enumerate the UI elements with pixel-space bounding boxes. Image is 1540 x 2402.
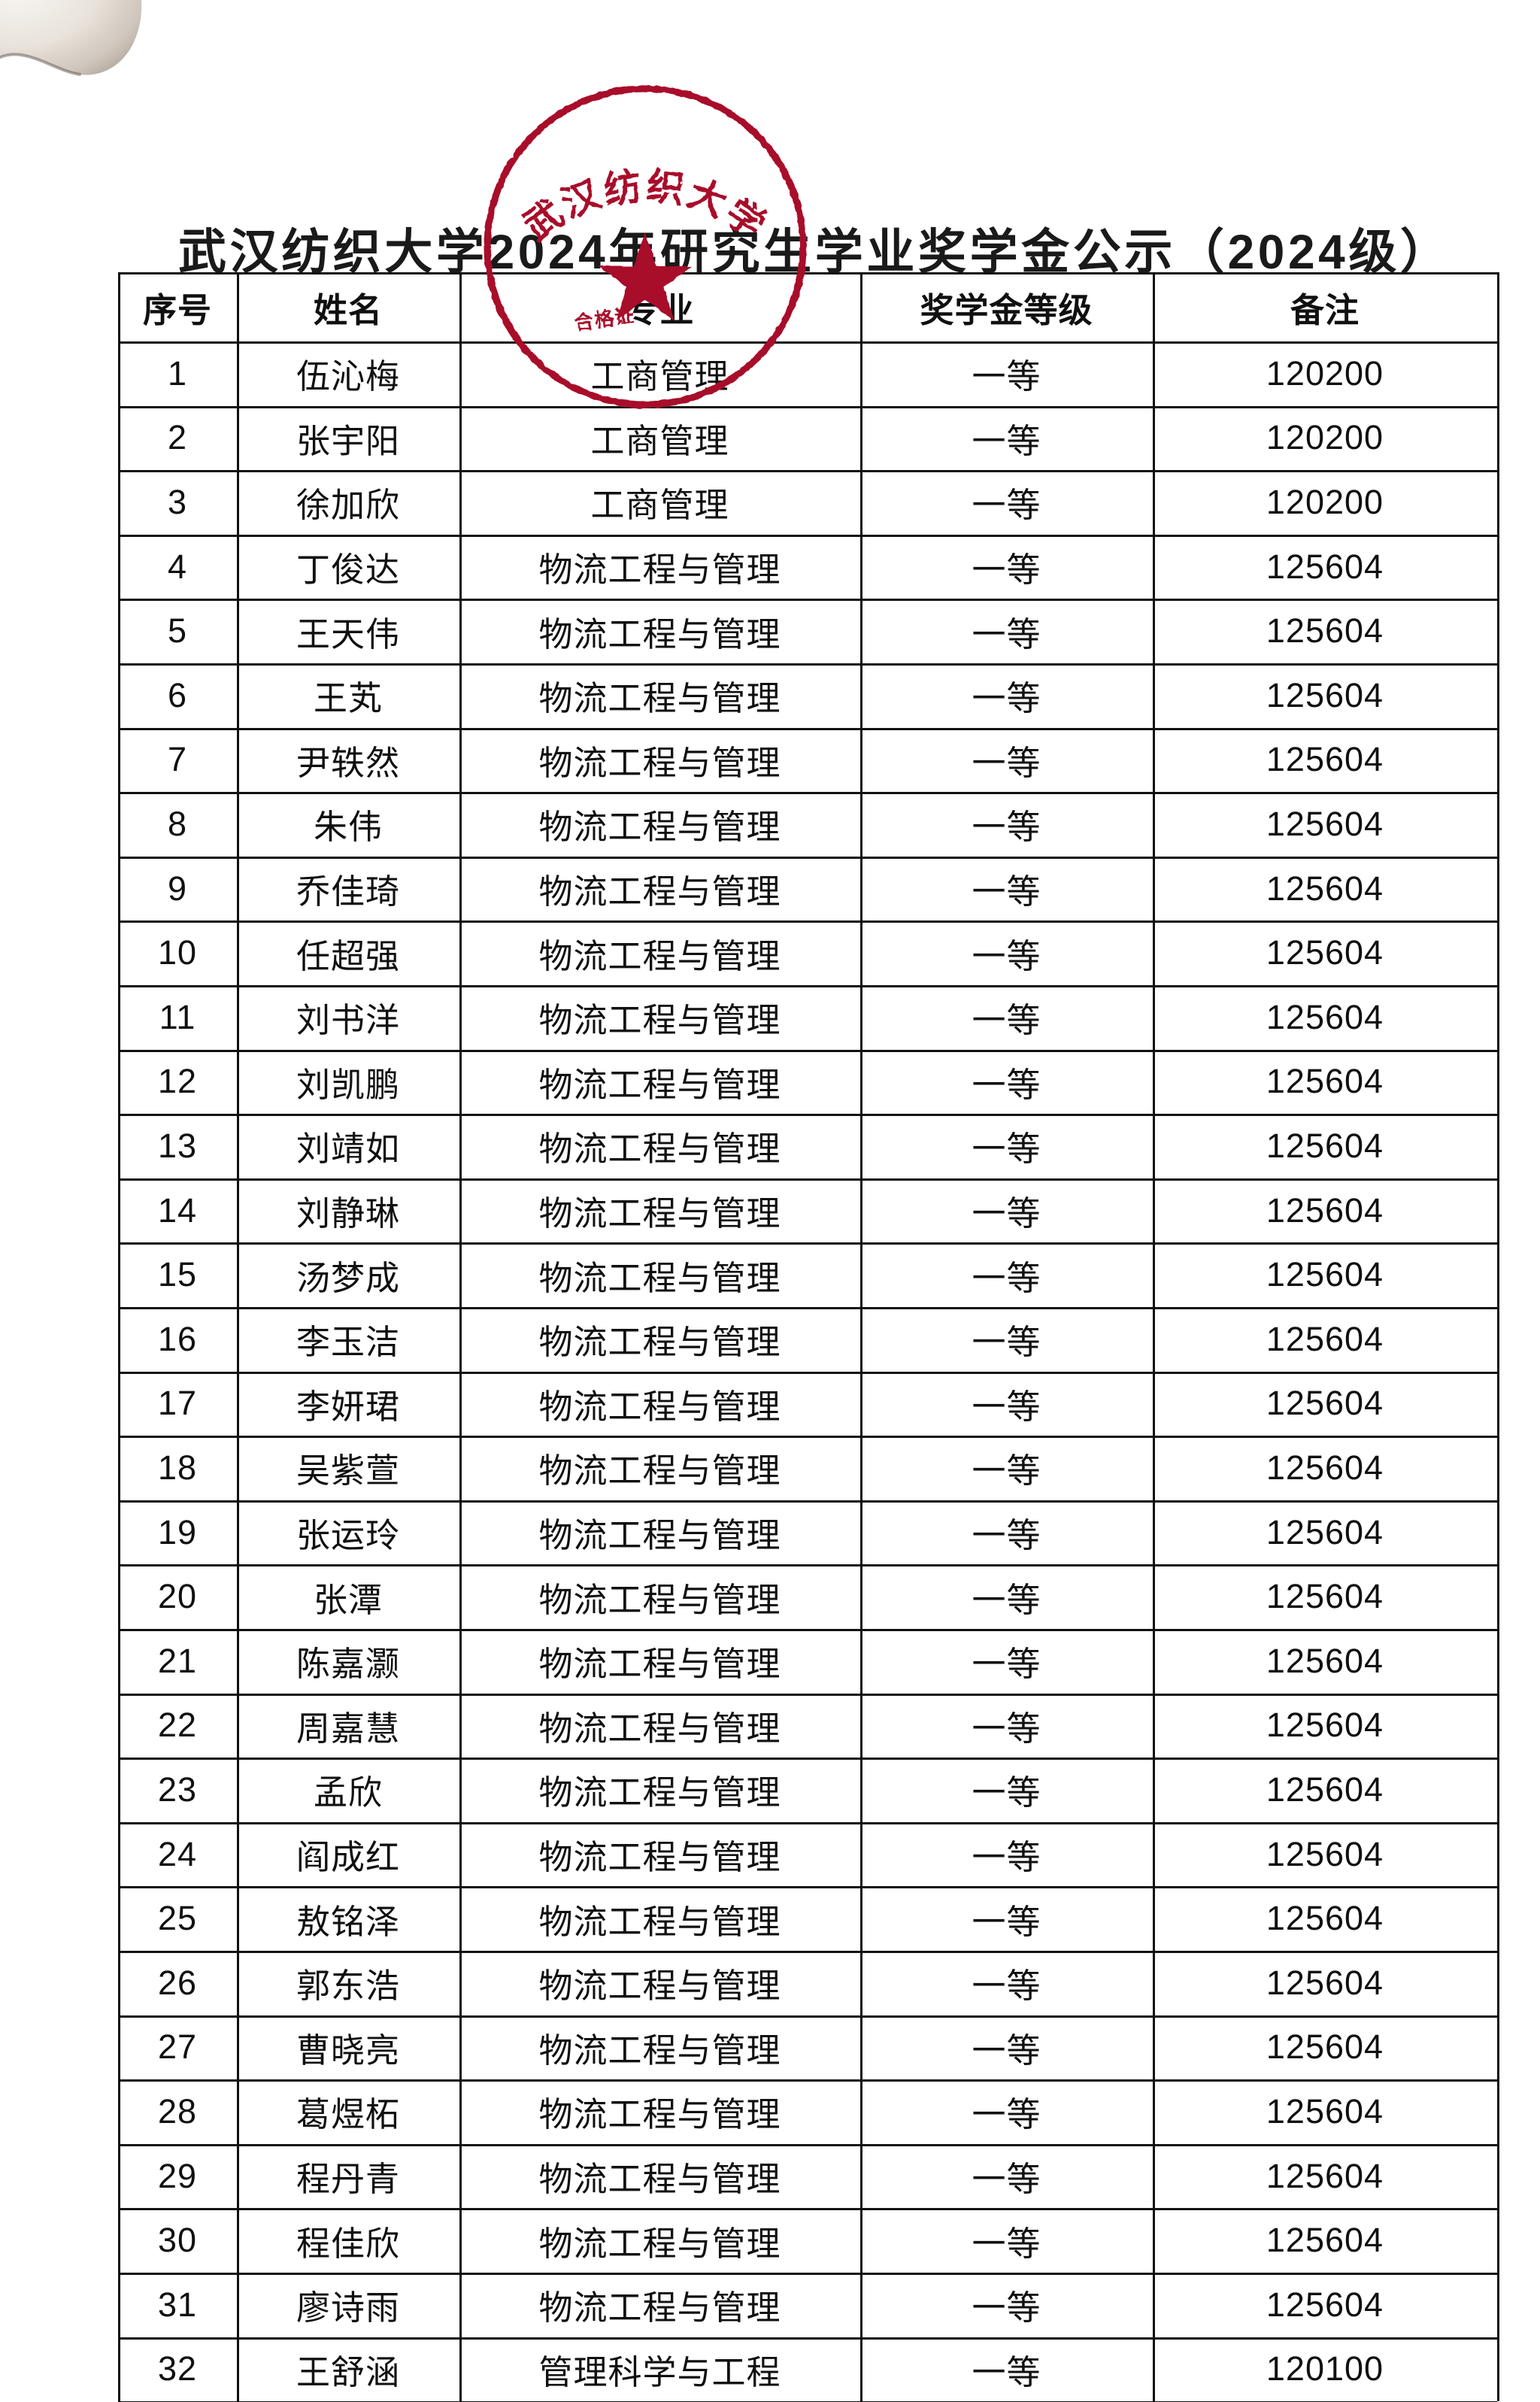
- svg-text:合格证: 合格证: [573, 304, 636, 335]
